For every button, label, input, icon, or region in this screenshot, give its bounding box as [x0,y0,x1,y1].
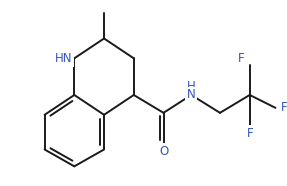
Text: F: F [281,101,287,114]
Text: HN: HN [55,52,72,65]
Text: N: N [187,89,196,102]
Text: H: H [187,80,196,93]
Text: O: O [159,145,168,158]
Text: F: F [247,127,253,140]
Text: F: F [237,52,244,65]
